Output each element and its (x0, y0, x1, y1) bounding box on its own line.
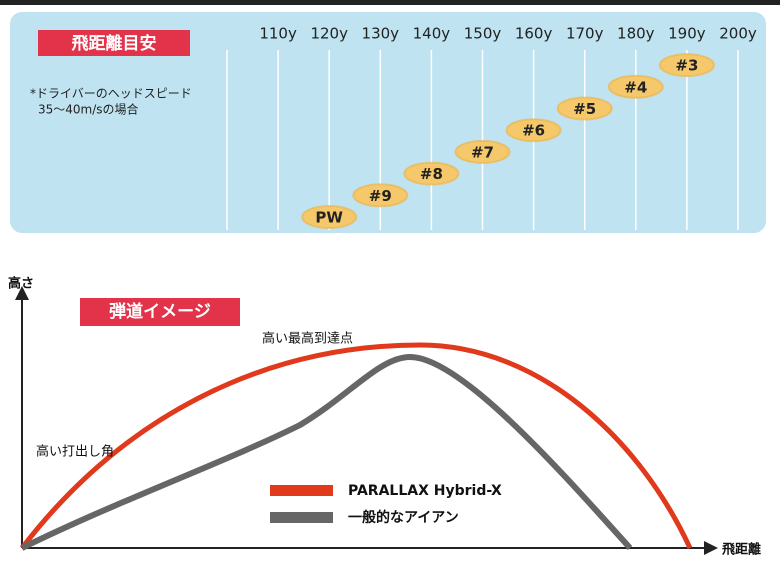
club-label: #9 (369, 187, 392, 205)
y-label: 高さ (8, 276, 34, 292)
annotation: 高い最高到達点 (262, 331, 353, 347)
x-tick-label: 200y (719, 25, 757, 43)
club-label: #6 (522, 122, 545, 140)
club-marker (454, 139, 511, 164)
club-marker (556, 96, 613, 121)
diagram-title-box (80, 298, 240, 326)
iron-curve (20, 353, 633, 551)
hybrid-curve (20, 342, 693, 550)
legend-label: 一般的なアイアン (348, 509, 459, 526)
x-arrow (704, 541, 718, 555)
note: *ドライバーのヘッドスピード (30, 87, 192, 101)
y-arrow (15, 286, 29, 300)
club-label: #8 (420, 165, 443, 183)
chart-title: 飛距離目安 (71, 33, 157, 54)
legend-swatch (270, 512, 333, 523)
note: 35～40m/sの場合 (38, 102, 139, 117)
club-label: #7 (471, 143, 494, 161)
club-label: PW (315, 209, 343, 227)
title-box (38, 30, 190, 56)
club-marker (301, 205, 358, 229)
x-tick-label: 160y (515, 25, 553, 43)
x-tick-label: 190y (668, 25, 706, 43)
chart-panel (10, 12, 766, 233)
club-label: #4 (624, 78, 647, 96)
x-tick-label: 150y (464, 25, 502, 43)
legend-label: PARALLAX Hybrid-X (348, 483, 502, 499)
club-label: #5 (573, 100, 596, 118)
x-tick-label: 110y (259, 25, 297, 43)
x-tick-label: 140y (413, 25, 451, 43)
legend: PARALLAX Hybrid-X 一般的なアイアン (270, 483, 502, 526)
club-marker (658, 53, 715, 78)
club-label: #3 (675, 57, 698, 75)
club-marker (403, 161, 460, 186)
diagram-title: 弾道イメージ (109, 301, 211, 322)
club-marker (505, 118, 562, 143)
x-tick-label: 170y (566, 25, 604, 43)
x-label: 飛距離 (721, 542, 761, 558)
chart: 110y 120y 130y 140y 150y 160y 170y 180y 190y 200y… (226, 25, 757, 230)
club-marker (607, 74, 664, 99)
x-tick-label: 180y (617, 25, 655, 43)
x-tick-label: 120y (310, 25, 348, 43)
top-bar (0, 0, 780, 5)
legend-swatch (270, 485, 333, 496)
x-tick-label: 130y (362, 25, 400, 43)
club-marker (352, 183, 409, 208)
annotation: 高い打出し角 (36, 444, 114, 460)
